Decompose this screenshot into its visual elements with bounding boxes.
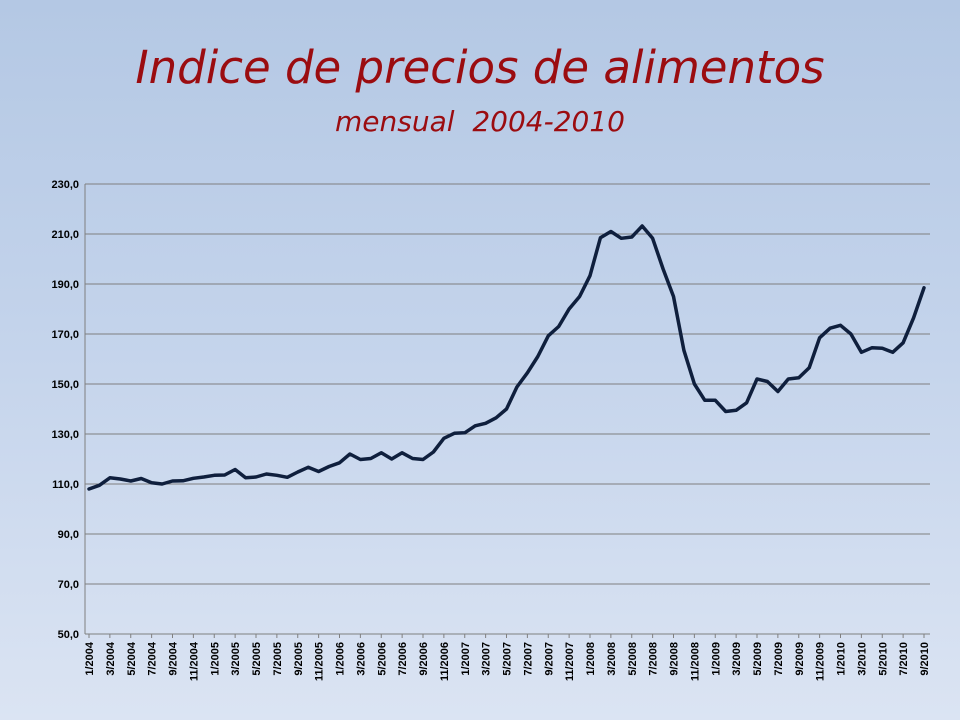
slide-subtitle: mensual 2004-2010 [335, 105, 625, 138]
y-tick-label: 130,0 [51, 429, 79, 441]
x-tick-label: 5/2004 [126, 641, 138, 676]
axes [84, 184, 925, 638]
x-tick-label: 1/2008 [585, 642, 597, 676]
x-tick-label: 11/2006 [439, 642, 451, 681]
y-tick-label: 210,0 [51, 229, 79, 241]
x-tick-label: 9/2006 [418, 642, 430, 676]
x-tick-label: 11/2008 [689, 642, 701, 681]
x-tick-label: 3/2006 [355, 642, 367, 676]
x-tick-label: 9/2005 [293, 642, 305, 676]
y-tick-label: 150,0 [51, 379, 79, 391]
y-tick-label: 230,0 [51, 179, 79, 191]
y-tick-label: 170,0 [51, 329, 79, 341]
x-tick-label: 7/2006 [397, 642, 409, 676]
x-tick-label: 11/2009 [815, 642, 827, 681]
x-tick-label: 5/2010 [877, 642, 889, 676]
series [87, 224, 926, 491]
x-tick-label: 1/2004 [84, 641, 96, 676]
x-tick-label: 7/2010 [898, 642, 910, 676]
x-tick-label: 7/2008 [648, 642, 660, 676]
slide-title: Indice de precios de alimentos [135, 41, 825, 94]
x-tick-label: 5/2005 [251, 642, 263, 676]
x-tick-label: 9/2008 [669, 642, 681, 676]
y-tick-label: 190,0 [51, 279, 79, 291]
y-axis-ticks: 50,0 70,0 90,0 110,0 130,0 150,0 170,0 190,0 210… [51, 179, 79, 641]
x-tick-label: 7/2009 [773, 642, 785, 676]
x-axis-ticks: 1/2004 3/2004 5/2004 7/2004 9/2004 11/2004 1/2… [84, 641, 931, 681]
x-tick-label: 3/2007 [481, 642, 493, 676]
x-tick-label: 7/2005 [272, 642, 284, 676]
x-tick-label: 3/2008 [606, 642, 618, 676]
x-tick-label: 3/2005 [230, 642, 242, 676]
y-tick-label: 110,0 [52, 479, 79, 491]
series-line [87, 224, 926, 491]
y-tick-label: 50,0 [58, 629, 79, 641]
x-tick-label: 1/2010 [836, 642, 848, 676]
x-tick-label: 1/2005 [209, 642, 221, 676]
x-tick-label: 1/2007 [460, 642, 472, 676]
x-tick-label: 5/2006 [376, 642, 388, 676]
x-tick-label: 7/2004 [147, 641, 159, 676]
x-tick-label: 3/2009 [731, 642, 743, 676]
x-tick-label: 7/2007 [522, 642, 534, 676]
x-tick-label: 3/2010 [856, 642, 868, 676]
gridlines [85, 183, 930, 635]
x-tick-label: 11/2004 [188, 641, 200, 681]
x-tick-label: 11/2007 [564, 642, 576, 681]
x-tick-label: 9/2010 [919, 642, 931, 676]
x-tick-label: 9/2007 [543, 642, 555, 676]
y-tick-label: 90,0 [58, 529, 79, 541]
x-tick-label: 3/2004 [105, 641, 117, 676]
x-tick-label: 1/2009 [710, 642, 722, 676]
x-tick-label: 11/2005 [314, 642, 326, 681]
y-tick-label: 70,0 [58, 579, 79, 591]
x-tick-label: 9/2009 [794, 642, 806, 676]
x-tick-label: 9/2004 [168, 641, 180, 676]
x-tick-label: 5/2009 [752, 642, 764, 676]
x-tick-label: 5/2008 [627, 642, 639, 676]
x-tick-label: 1/2006 [335, 642, 347, 676]
x-tick-label: 5/2007 [502, 642, 514, 676]
